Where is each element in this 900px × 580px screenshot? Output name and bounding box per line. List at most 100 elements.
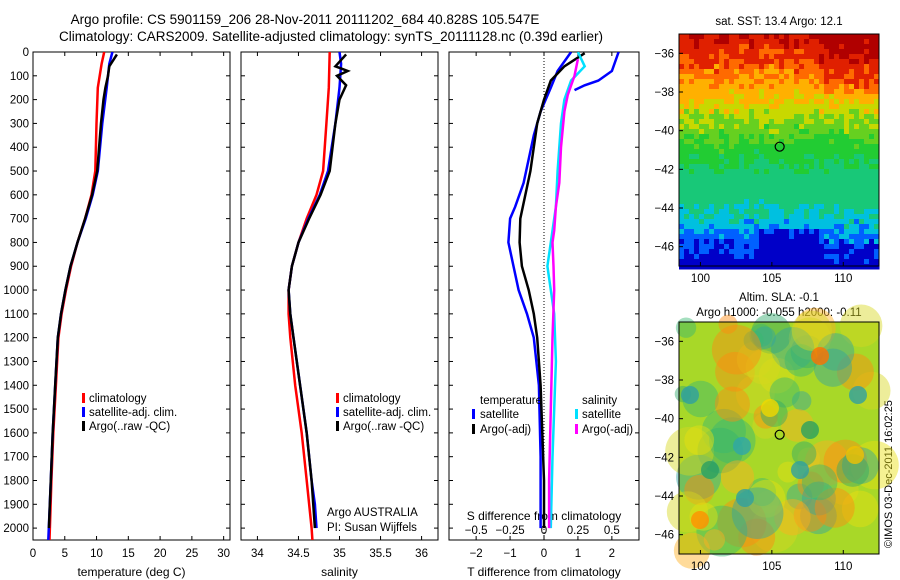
sst-cell — [864, 89, 870, 95]
sst-cell — [789, 59, 795, 65]
sst-cell — [744, 179, 750, 185]
sst-cell — [794, 194, 800, 200]
x2-tick-label: 0 — [541, 525, 547, 537]
sla-blob — [791, 391, 812, 411]
sst-cell — [824, 99, 830, 105]
sst-cell — [694, 179, 700, 185]
legend-label: Argo(..raw -QC) — [89, 421, 170, 433]
sst-cell — [864, 99, 870, 105]
sst-cell — [719, 99, 725, 105]
sst-cell — [799, 164, 805, 170]
sst-cell — [704, 259, 710, 265]
sst-cell — [809, 39, 815, 45]
sst-cell — [789, 64, 795, 70]
sst-cell — [734, 139, 740, 145]
sst-cell — [819, 154, 825, 160]
sst-cell — [714, 204, 720, 210]
sst-cell — [729, 124, 735, 130]
sst-cell — [764, 249, 770, 255]
sst-cell — [789, 264, 795, 270]
sst-cell — [829, 129, 835, 135]
sst-cell — [744, 69, 750, 75]
sst-cell — [789, 129, 795, 135]
sst-cell — [759, 39, 765, 45]
sst-cell — [709, 124, 715, 130]
sst-cell — [824, 109, 830, 115]
sst-cell — [839, 204, 845, 210]
sst-cell — [754, 174, 760, 180]
sst-cell — [809, 129, 815, 135]
sst-cell — [799, 209, 805, 215]
sst-cell — [814, 54, 820, 60]
sst-cell — [809, 189, 815, 195]
sst-cell — [814, 89, 820, 95]
sst-cell — [679, 194, 685, 200]
sst-cell — [734, 114, 740, 120]
sst-cell — [829, 154, 835, 160]
x-tick-label-difference: 0 — [541, 548, 547, 560]
sst-cell — [839, 119, 845, 125]
sst-cell — [719, 154, 725, 160]
sst-cell — [759, 244, 765, 250]
sst-cell — [854, 174, 860, 180]
sst-cell — [819, 144, 825, 150]
sst-cell — [734, 254, 740, 260]
sst-cell — [694, 79, 700, 85]
sst-cell — [754, 184, 760, 190]
sst-cell — [784, 49, 790, 55]
sst-cell — [749, 109, 755, 115]
sst-cell — [734, 84, 740, 90]
sst-cell — [874, 229, 880, 235]
sst-cell — [774, 109, 780, 115]
sst-cell — [749, 224, 755, 230]
sst-cell — [789, 204, 795, 210]
sst-cell — [829, 34, 835, 40]
sst-cell — [749, 154, 755, 160]
sst-cell — [804, 144, 810, 150]
sst-cell — [854, 204, 860, 210]
sst-cell — [679, 99, 685, 105]
sst-cell — [714, 234, 720, 240]
sst-cell — [709, 74, 715, 80]
sst-cell — [789, 184, 795, 190]
sst-cell — [839, 224, 845, 230]
sst-cell — [849, 49, 855, 55]
sst-cell — [764, 74, 770, 80]
sst-cell — [769, 54, 775, 60]
sst-cell — [804, 214, 810, 220]
sst-cell — [849, 144, 855, 150]
sst-cell — [684, 69, 690, 75]
sst-cell — [814, 59, 820, 65]
sst-cell — [819, 109, 825, 115]
sst-cell — [704, 164, 710, 170]
sst-cell — [734, 64, 740, 70]
sst-cell — [689, 204, 695, 210]
sst-cell — [824, 134, 830, 140]
sst-cell — [804, 204, 810, 210]
series-line-satellite-adj-temperature-top — [573, 52, 620, 92]
sst-cell — [744, 159, 750, 165]
sst-cell — [679, 219, 685, 225]
sst-cell — [744, 229, 750, 235]
sst-cell — [704, 254, 710, 260]
sst-cell — [714, 99, 720, 105]
sst-cell — [859, 179, 865, 185]
sst-cell — [829, 144, 835, 150]
sst-cell — [804, 229, 810, 235]
map-x-tick-label: 100 — [691, 561, 710, 573]
sst-cell — [819, 164, 825, 170]
sst-cell — [689, 164, 695, 170]
sst-cell — [679, 114, 685, 120]
sst-cell — [709, 249, 715, 255]
sst-cell — [694, 229, 700, 235]
sst-cell — [739, 114, 745, 120]
x-tick-label-salinity: 36 — [415, 548, 428, 560]
sst-cell — [744, 149, 750, 155]
sst-cell — [719, 89, 725, 95]
sst-cell — [679, 179, 685, 185]
sst-cell — [694, 119, 700, 125]
sst-cell — [679, 69, 685, 75]
sst-cell — [694, 49, 700, 55]
sst-cell — [759, 219, 765, 225]
sst-cell — [849, 94, 855, 100]
